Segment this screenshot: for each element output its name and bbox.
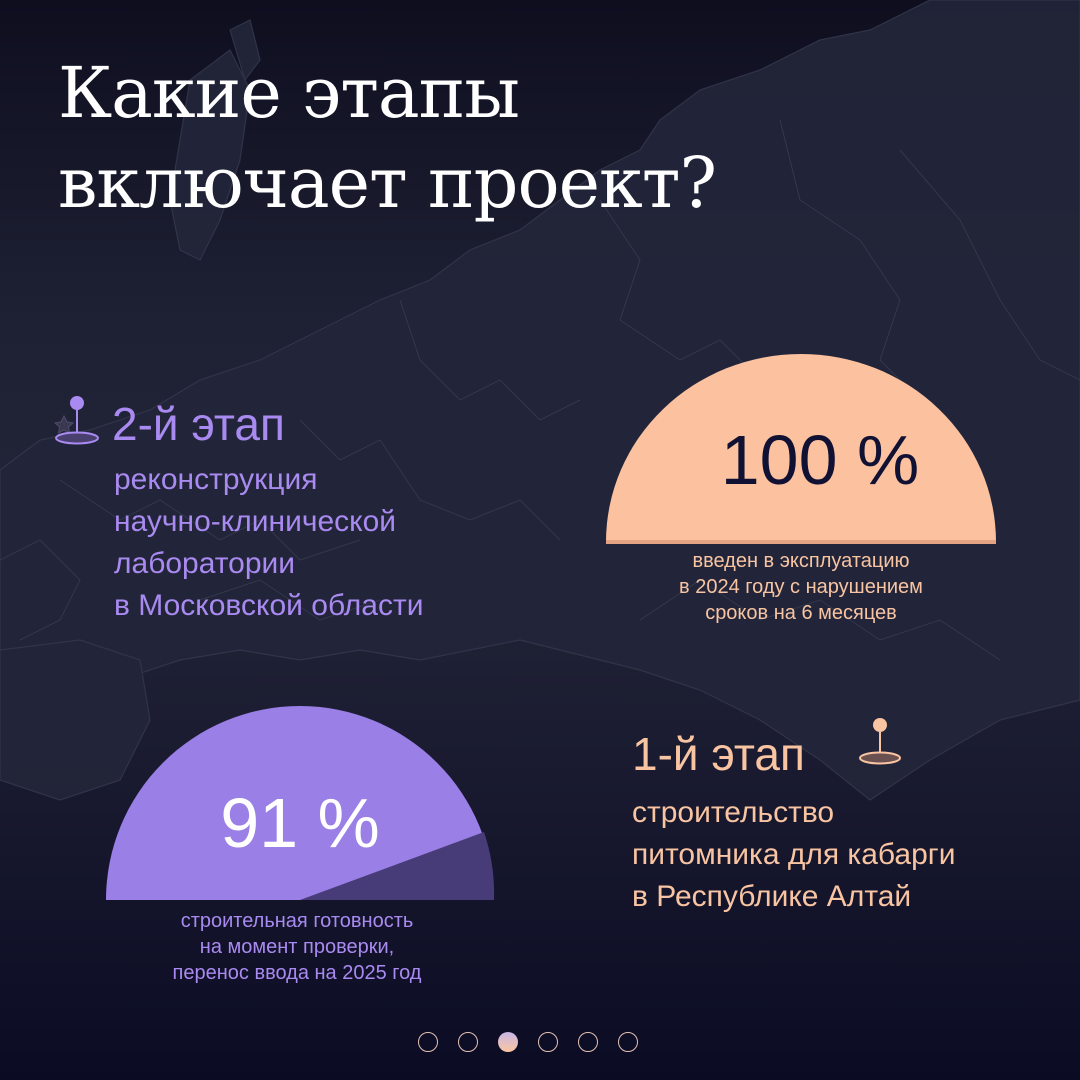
stage2-line: реконструкция: [114, 463, 318, 496]
gauge-91-caption: строительная готовность на момент провер…: [104, 908, 490, 986]
gauge-91-chart: [106, 706, 495, 900]
caption-line: перенос ввода на 2025 год: [172, 962, 422, 984]
pagination-dot-1[interactable]: [418, 1032, 438, 1052]
caption-line: строительная готовность: [180, 910, 414, 932]
title-line-2: включает проект?: [58, 142, 717, 224]
pagination-dot-2[interactable]: [458, 1032, 478, 1052]
map-pin-icon: [859, 718, 901, 765]
gauge-100-chart: [606, 354, 996, 544]
gauge-100-value: 100 %: [720, 421, 920, 499]
caption-line: введен в эксплуатацию: [692, 550, 910, 572]
gauge-91-value: 91 %: [220, 784, 380, 862]
stage2-description: реконструкция научно-клинической лаборат…: [114, 459, 423, 627]
caption-line: сроков на 6 месяцев: [705, 602, 897, 624]
pagination-dot-3-active[interactable]: [498, 1032, 518, 1052]
caption-line: в 2024 году с нарушением: [679, 576, 923, 598]
stage1-line: в Республике Алтай: [632, 880, 912, 913]
stage2-line: в Московской области: [114, 589, 424, 622]
stage2-line: научно-клинической: [114, 505, 397, 538]
stage1-line: строительство: [632, 796, 835, 829]
pagination-dot-5[interactable]: [578, 1032, 598, 1052]
map-pin-icon: [53, 396, 99, 445]
pagination-dot-6[interactable]: [618, 1032, 638, 1052]
stage1-description: строительство питомника для кабарги в Ре…: [632, 792, 955, 918]
title-line-1: Какие этапы: [58, 52, 520, 134]
stage1-line: питомника для кабарги: [632, 838, 956, 871]
page-title: Какие этапы включает проект?: [58, 48, 717, 228]
gauge-100-caption: введен в эксплуатацию в 2024 году с нару…: [604, 548, 998, 626]
caption-line: на момент проверки,: [199, 936, 395, 958]
stage2-heading: 2-й этап: [112, 398, 285, 450]
stage1-heading: 1-й этап: [632, 728, 805, 780]
pagination-dots: [418, 1032, 638, 1052]
stage2-line: лаборатории: [114, 547, 296, 580]
pagination-dot-4[interactable]: [538, 1032, 558, 1052]
